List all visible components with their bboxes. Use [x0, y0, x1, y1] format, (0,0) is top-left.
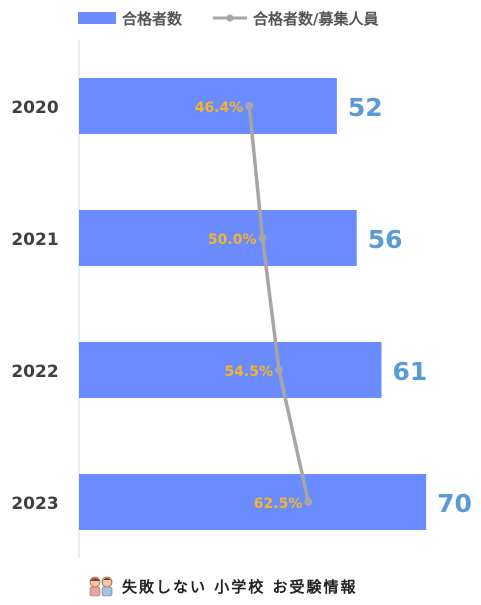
category-label-2022: 2022 — [11, 362, 58, 382]
legend-label-bar: 合格者数 — [121, 10, 183, 28]
legend-marker-line — [226, 14, 234, 22]
ratio-point-2021 — [258, 234, 267, 242]
bar-2023 — [79, 474, 427, 530]
category-label-2023: 2023 — [11, 494, 58, 514]
legend-label-line: 合格者数/募集人員 — [252, 10, 378, 28]
bar-value-label-2023: 70 — [437, 489, 472, 518]
ratio-point-2022 — [275, 366, 284, 374]
children-icon — [89, 576, 113, 597]
ratio-line — [247, 105, 311, 503]
footer-brand: 失敗しない 小学校 お受験情報 — [86, 572, 357, 600]
ratio-point-2023 — [304, 498, 313, 506]
bar-2021 — [79, 210, 357, 266]
bar-2022 — [79, 342, 382, 398]
bar-value-label-2021: 56 — [368, 225, 403, 254]
bar-2020 — [79, 78, 337, 134]
category-label-2021: 2021 — [11, 230, 58, 250]
ratio-label-2022: 54.5% — [224, 364, 273, 380]
category-label-2020: 2020 — [11, 98, 58, 118]
bar-value-label-2022: 61 — [393, 357, 428, 386]
ratio-point-2020 — [245, 102, 254, 110]
footer-brand-text: 失敗しない 小学校 お受験情報 — [122, 577, 358, 596]
ratio-label-2023: 62.5% — [254, 496, 303, 512]
ratio-label-2021: 50.0% — [208, 232, 257, 248]
legend-swatch-bar — [78, 12, 116, 24]
ratio-label-2020: 46.4% — [195, 100, 244, 116]
bar-value-label-2020: 52 — [348, 93, 383, 122]
